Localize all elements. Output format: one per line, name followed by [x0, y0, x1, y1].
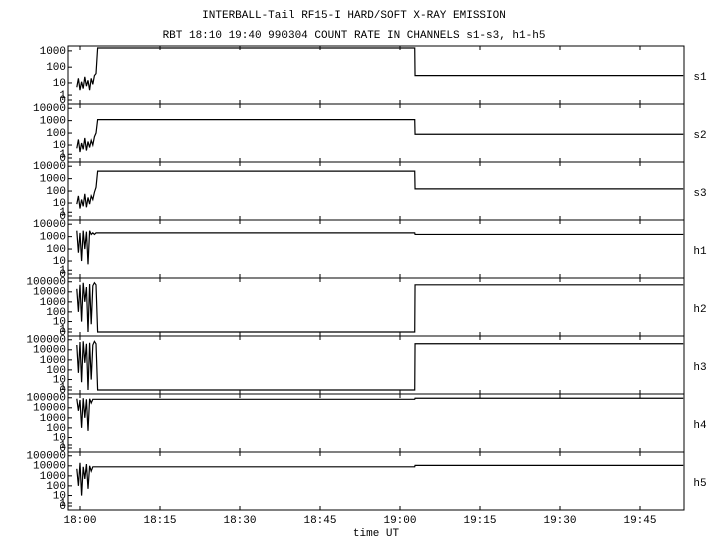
y-tick-label: 10 [53, 432, 66, 444]
y-tick-label: 1000 [40, 232, 66, 244]
series-line [76, 119, 684, 153]
y-tick-label: 10 [53, 256, 66, 268]
y-tick-label: 1000 [40, 297, 66, 309]
y-tick-label: 10000 [33, 461, 66, 473]
series-line [76, 397, 684, 431]
y-tick-label: 10 [53, 374, 66, 386]
y-tick-label: 1 [59, 498, 66, 510]
y-tick-label: 100 [46, 307, 66, 319]
y-tick-label: 10000 [33, 103, 66, 115]
y-tick-label: 100 [46, 481, 66, 493]
x-tick-label: 18:15 [143, 515, 176, 527]
y-tick-label: 100 [46, 62, 66, 74]
y-tick-label: 1000 [40, 46, 66, 58]
y-tick-label: 100000 [26, 335, 66, 347]
y-tick-label: 1 [59, 324, 66, 336]
y-tick-label: 0 [59, 95, 66, 107]
panel-frame [67, 103, 685, 163]
panel-frame [67, 393, 685, 453]
y-tick-label: 1 [59, 149, 66, 161]
y-tick-label: 10000 [33, 219, 66, 231]
y-tick-label: 1000 [40, 116, 66, 128]
y-tick-label: 0 [59, 385, 66, 397]
series-label: h2 [693, 304, 706, 316]
panel-frame [67, 219, 685, 279]
chart-title: INTERBALL-Tail RF15-I HARD/SOFT X-RAY EM… [202, 10, 506, 22]
series-line [76, 170, 684, 209]
y-tick-label: 1 [59, 265, 66, 277]
y-tick-label: 1000 [40, 355, 66, 367]
y-tick-label: 100 [46, 244, 66, 256]
panel-frame [67, 451, 685, 511]
y-tick-label: 10 [53, 490, 66, 502]
series-label: s2 [693, 130, 706, 142]
y-tick-label: 1000 [40, 471, 66, 483]
x-tick-label: 18:30 [223, 515, 256, 527]
y-tick-label: 0 [59, 501, 66, 513]
y-tick-label: 10 [53, 140, 66, 152]
y-tick-label: 100000 [26, 393, 66, 405]
y-tick-label: 100 [46, 365, 66, 377]
y-tick-label: 100000 [26, 277, 66, 289]
y-tick-label: 100 [46, 423, 66, 435]
x-tick-label: 18:00 [63, 515, 96, 527]
series-line [76, 340, 684, 391]
series-line [76, 230, 684, 265]
y-tick-label: 10 [53, 316, 66, 328]
y-tick-label: 10 [53, 198, 66, 210]
y-tick-label: 1 [59, 440, 66, 452]
x-tick-label: 18:45 [303, 515, 336, 527]
y-tick-label: 10000 [33, 403, 66, 415]
panel-frame [67, 277, 685, 337]
chart-subtitle: RBT 18:10 19:40 990304 COUNT RATE IN CHA… [163, 30, 546, 42]
series-label: s3 [693, 188, 706, 200]
x-tick-label: 19:45 [623, 515, 656, 527]
y-tick-label: 10000 [33, 161, 66, 173]
y-tick-label: 0 [59, 443, 66, 455]
series-label: h3 [693, 362, 706, 374]
series-label: h1 [693, 246, 707, 258]
panel-frame [67, 335, 685, 395]
x-tick-label: 19:30 [543, 515, 576, 527]
y-tick-label: 100 [46, 128, 66, 140]
y-tick-label: 0 [59, 211, 66, 223]
series-line [76, 47, 684, 91]
y-tick-label: 10000 [33, 287, 66, 299]
y-tick-label: 1000 [40, 174, 66, 186]
y-tick-label: 1 [59, 90, 66, 102]
y-tick-label: 0 [59, 153, 66, 165]
series-label: s1 [693, 72, 707, 84]
y-tick-label: 1 [59, 382, 66, 394]
y-tick-label: 10 [53, 78, 66, 90]
y-tick-label: 0 [59, 269, 66, 281]
y-tick-label: 0 [59, 327, 66, 339]
series-label: h5 [693, 478, 706, 490]
series-label: h4 [693, 420, 707, 432]
y-tick-label: 100000 [26, 451, 66, 463]
series-line [76, 281, 684, 333]
series-line [76, 462, 684, 496]
y-tick-label: 1 [59, 207, 66, 219]
y-tick-label: 10000 [33, 345, 66, 357]
x-tick-label: 19:15 [463, 515, 496, 527]
x-axis-label: time UT [353, 528, 400, 540]
y-tick-label: 100 [46, 186, 66, 198]
x-tick-label: 19:00 [383, 515, 416, 527]
y-tick-label: 1000 [40, 413, 66, 425]
